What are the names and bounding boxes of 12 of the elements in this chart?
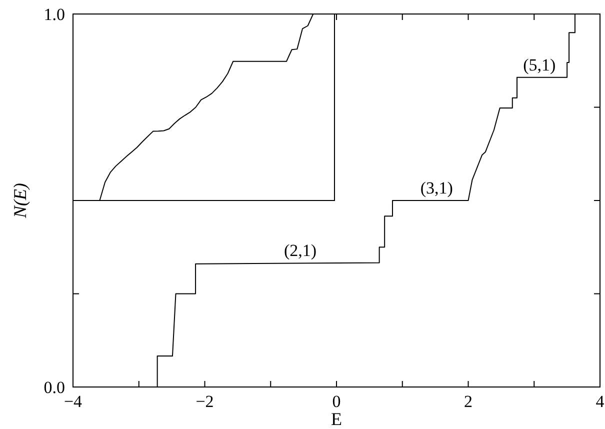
x-tick-label: −4	[64, 392, 83, 411]
x-tick-label: 0	[332, 392, 341, 411]
x-axis-title: E	[331, 409, 342, 429]
x-tick-label: −2	[196, 392, 214, 411]
annotation: (3,1)	[420, 178, 453, 198]
x-tick-label: 2	[464, 392, 472, 411]
y-tick-label: 1.0	[44, 5, 65, 24]
annotation: (2,1)	[284, 240, 317, 260]
y-axis-title: N(E)	[10, 183, 30, 219]
annotation: (5,1)	[523, 55, 556, 74]
y-tick-label: 0.0	[44, 378, 65, 397]
x-tick-label: 4	[596, 392, 605, 411]
